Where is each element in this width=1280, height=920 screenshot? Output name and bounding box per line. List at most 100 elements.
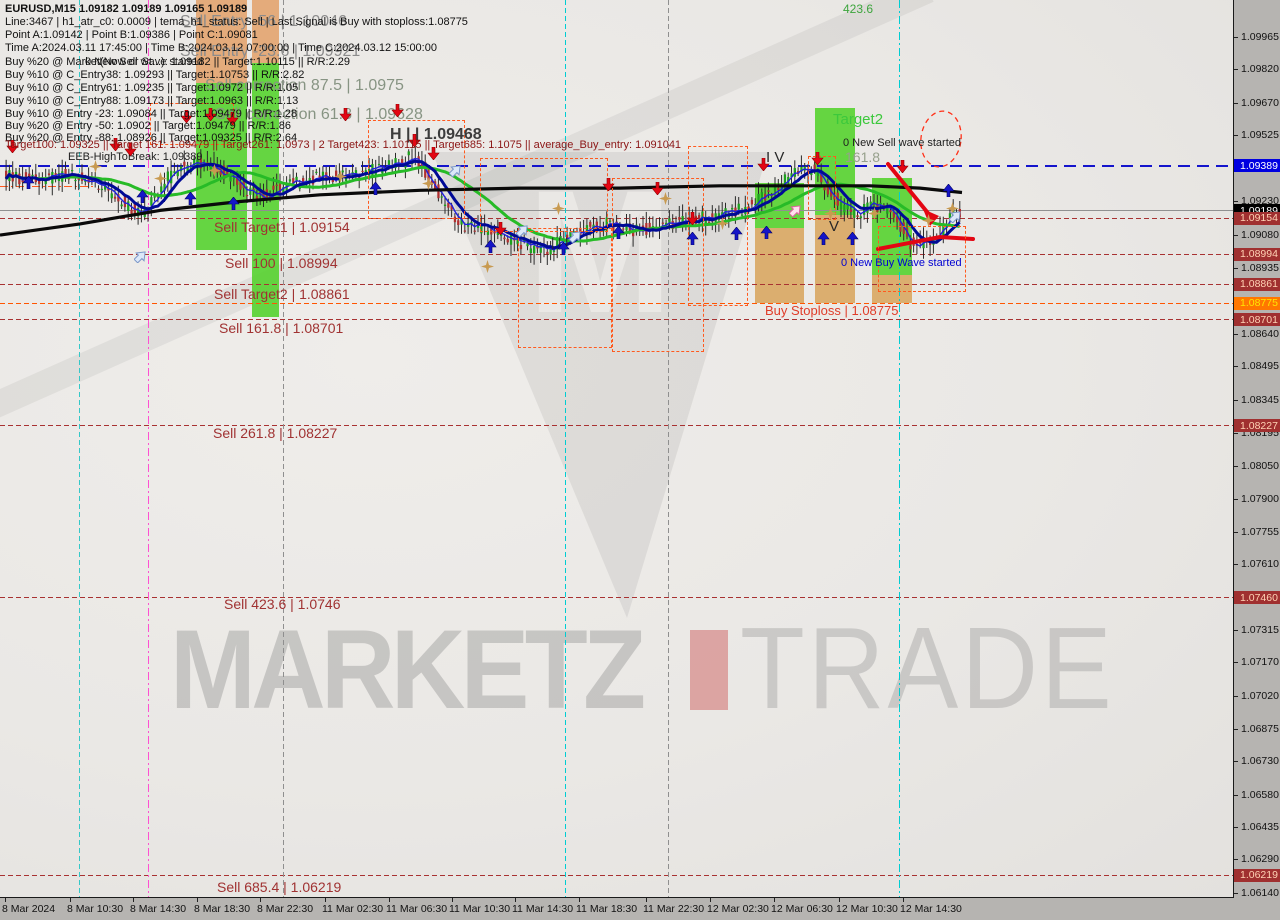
buy-arrow-icon[interactable] [612, 226, 625, 239]
price-level-line[interactable] [0, 210, 1233, 212]
sell-arrow-icon[interactable] [811, 152, 824, 165]
fractal-pattern-box[interactable] [808, 156, 836, 220]
sell-arrow-icon[interactable] [109, 138, 122, 151]
fractal-level-segment[interactable] [0, 186, 95, 187]
buy-arrow-icon[interactable] [184, 192, 197, 205]
price-level-line[interactable] [0, 302, 1233, 304]
breakout-arrow-icon[interactable] [449, 164, 462, 177]
chart-text-label[interactable]: V [829, 218, 840, 235]
breakout-arrow-icon[interactable] [949, 210, 962, 223]
time-marker-line[interactable] [148, 0, 149, 897]
buy-arrow-icon[interactable] [730, 227, 743, 240]
chart-text-label[interactable]: EEB-HighToBreak: 1.09389 [68, 151, 203, 163]
sell-arrow-icon[interactable] [651, 182, 664, 195]
buy-arrow-icon[interactable] [846, 232, 859, 245]
price-level-line[interactable] [0, 283, 1233, 285]
chart-text-label[interactable]: Sell Entry -56 | 1.10046 [180, 13, 347, 30]
time-marker-line[interactable] [79, 0, 80, 897]
breakout-arrow-icon[interactable] [569, 230, 582, 243]
star-marker-icon[interactable] [208, 164, 221, 177]
chart-text-label[interactable]: Sell correction 87.5 | 1.0975 [205, 77, 404, 94]
price-level-line[interactable] [0, 425, 1233, 427]
star-marker-icon[interactable] [868, 207, 881, 220]
chart-text-label[interactable]: Buy Stoploss | 1.08775 [765, 303, 899, 318]
star-marker-icon[interactable] [824, 207, 837, 220]
buy-arrow-icon[interactable] [557, 242, 570, 255]
fractal-pattern-box[interactable] [612, 178, 704, 352]
sell-arrow-icon[interactable] [124, 143, 137, 156]
price-level-line[interactable] [0, 874, 1233, 876]
price-level-line[interactable] [0, 597, 1233, 599]
chart-text-label[interactable]: Sell correction 61.8 | 1.09628 [215, 106, 423, 123]
sell-arrow-icon[interactable] [757, 158, 770, 171]
sell-arrow-icon[interactable] [408, 134, 421, 147]
session-zone[interactable] [196, 0, 247, 83]
sell-arrow-icon[interactable] [339, 108, 352, 121]
chart-text-label[interactable]: Sell 261.8 | 1.08227 [213, 425, 338, 441]
buy-arrow-icon[interactable] [227, 197, 240, 210]
buy-arrow-icon[interactable] [760, 226, 773, 239]
session-zone[interactable] [252, 0, 279, 63]
fractal-pattern-box[interactable] [480, 158, 608, 232]
sell-arrow-icon[interactable] [226, 112, 239, 125]
sell-arrow-icon[interactable] [204, 108, 217, 121]
chart-text-label[interactable]: 0 New Sell wave started [843, 137, 961, 149]
sell-arrow-icon[interactable] [686, 212, 699, 225]
price-level-line[interactable] [0, 319, 1233, 321]
time-marker-line[interactable] [899, 0, 900, 897]
star-marker-icon[interactable] [716, 217, 729, 230]
buy-arrow-icon[interactable] [369, 182, 382, 195]
breakout-arrow-icon[interactable] [516, 224, 529, 237]
buy-arrow-icon[interactable] [484, 240, 497, 253]
chart-text-label[interactable]: Sell Entry -23.6 | 1.09921 [180, 43, 361, 60]
breakout-arrow-icon[interactable] [134, 250, 147, 263]
sell-arrow-icon[interactable] [494, 222, 507, 235]
buy-arrow-icon[interactable] [817, 232, 830, 245]
fractal-pattern-box[interactable] [368, 120, 465, 219]
sell-arrow-icon[interactable] [391, 104, 404, 117]
star-marker-icon[interactable] [422, 177, 435, 190]
price-axis[interactable]: 1.09965 1.09820 1.09670 1.09525 1.09230 1.090… [1234, 0, 1280, 899]
sell-arrow-icon[interactable] [180, 110, 193, 123]
fractal-pattern-box[interactable] [688, 146, 748, 306]
price-level-line[interactable] [0, 164, 1233, 167]
chart-text-label[interactable]: 423.6 [843, 2, 874, 16]
chart-text-label[interactable]: Sell 685.4 | 1.06219 [217, 879, 342, 895]
time-marker-line[interactable] [668, 0, 669, 897]
fractal-pattern-box[interactable] [878, 226, 966, 292]
sell-arrow-icon[interactable] [602, 178, 615, 191]
chart-text-label[interactable]: 161.8 [845, 149, 881, 165]
sell-arrow-icon[interactable] [6, 140, 19, 153]
buy-arrow-icon[interactable] [942, 184, 955, 197]
sell-arrow-icon[interactable] [896, 160, 909, 173]
star-marker-icon[interactable] [154, 172, 167, 185]
star-marker-icon[interactable] [552, 202, 565, 215]
buy-arrow-icon[interactable] [136, 190, 149, 203]
star-marker-icon[interactable] [481, 260, 494, 273]
time-marker-line[interactable] [565, 0, 566, 897]
star-marker-icon[interactable] [946, 202, 959, 215]
time-marker-line[interactable] [283, 0, 284, 897]
chart-area[interactable]: M MARKETZ TRADE Sell Entry -56 | 1.10046… [0, 0, 1234, 898]
star-marker-icon[interactable] [334, 170, 347, 183]
buy-arrow-icon[interactable] [686, 232, 699, 245]
signal-arrow-icon[interactable] [789, 204, 802, 217]
chart-text-label[interactable]: Sell 423.6 | 1.0746 [224, 596, 341, 612]
chart-text-label[interactable]: Sell 100 | 1.08994 [225, 255, 338, 271]
chart-text-label[interactable]: Sell 161.8 | 1.08701 [219, 320, 344, 336]
chart-text-label[interactable]: Target2 [833, 111, 884, 128]
time-axis[interactable]: 8 Mar 2024 8 Mar 10:30 8 Mar 14:30 8 Mar 18… [0, 898, 1280, 920]
price-level-line[interactable] [0, 253, 1233, 255]
star-marker-icon[interactable] [659, 192, 672, 205]
fractal-pattern-box[interactable] [518, 228, 612, 348]
sell-arrow-icon[interactable] [427, 147, 440, 160]
chart-text-label[interactable]: I V [766, 149, 785, 166]
chart-text-label[interactable]: 0 New Sell wave started [85, 56, 203, 68]
buy-arrow-icon[interactable] [22, 176, 35, 189]
star-marker-icon[interactable] [89, 160, 102, 173]
chart-text-label[interactable]: Sell Target2 | 1.08861 [214, 286, 350, 302]
chart-text-label[interactable]: Sell Target1 | 1.09154 [214, 219, 350, 235]
star-marker-icon[interactable] [922, 214, 935, 227]
session-zone[interactable] [755, 228, 804, 303]
session-zone[interactable] [815, 215, 855, 303]
